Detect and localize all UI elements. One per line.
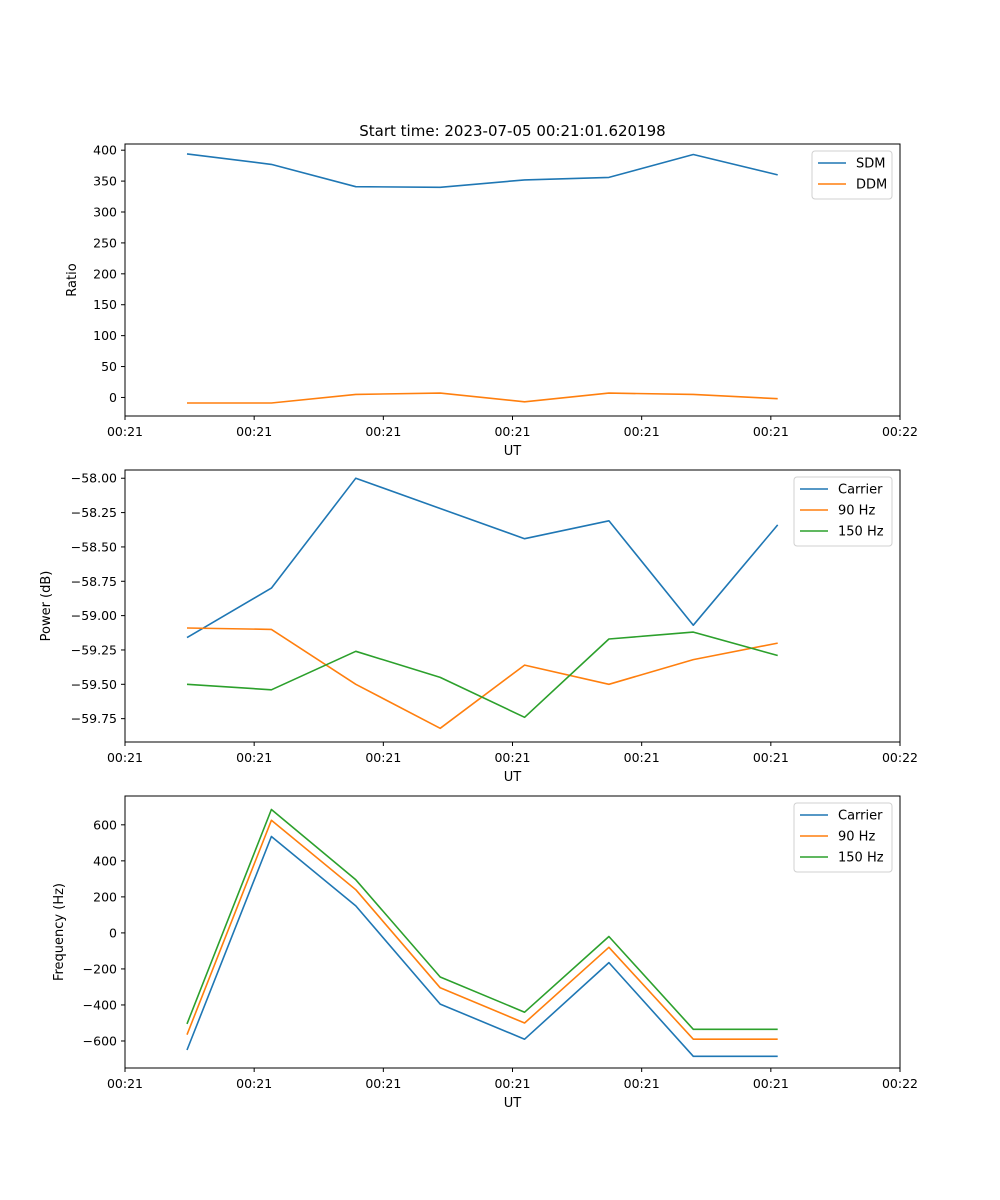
y-tick-label: 50	[101, 359, 117, 374]
plot-area	[124, 469, 901, 743]
legend-entry: 90 Hz	[838, 504, 875, 519]
legend-entry: DDM	[856, 178, 887, 193]
legend-entry: 150 Hz	[838, 525, 884, 540]
x-axis-label: UT	[504, 770, 522, 785]
y-tick-label: 250	[93, 235, 117, 250]
series-line-carrier	[186, 477, 779, 639]
x-tick-label: 00:22	[882, 750, 918, 765]
x-tick-label: 00:21	[624, 1076, 660, 1091]
legend-box	[793, 476, 893, 547]
y-tick-label: −59.25	[71, 642, 117, 657]
subplot-2: 00:21 00:21 00:21 00:21 00:21 00:21 00:22 −58.0…	[39, 469, 918, 785]
x-axis-label: UT	[504, 1096, 522, 1111]
x-tick-label: 00:21	[236, 750, 272, 765]
y-tick-label: −58.50	[71, 539, 117, 554]
x-tick-label: 00:21	[365, 424, 401, 439]
legend-entry: SDM	[856, 157, 885, 172]
legend: Carrier 90 Hz 150 Hz	[793, 476, 893, 547]
x-tick-label: 00:21	[107, 424, 143, 439]
y-tick-label: 150	[93, 297, 117, 312]
legend-box	[793, 802, 893, 873]
y-tick-label: 400	[93, 853, 117, 868]
x-tick-label: 00:21	[236, 1076, 272, 1091]
y-tick-label: 600	[93, 817, 117, 832]
x-tick-label: 00:21	[624, 750, 660, 765]
x-tick-label: 00:21	[236, 424, 272, 439]
x-tick-label: 00:21	[753, 424, 789, 439]
subplot-1: Start time: 2023-07-05 00:21:01.62019800…	[65, 122, 918, 459]
plot-area	[124, 795, 901, 1069]
series-line-150-hz	[186, 808, 778, 1031]
series-line-ddm	[187, 392, 778, 404]
y-tick-label: 0	[109, 390, 117, 405]
x-tick-label: 00:22	[882, 1076, 918, 1091]
y-tick-label: −600	[83, 1033, 117, 1048]
legend-entry: 150 Hz	[838, 851, 884, 866]
legend-entry: 90 Hz	[838, 830, 875, 845]
y-tick-label: 0	[109, 925, 117, 940]
y-tick-label: 400	[93, 143, 117, 158]
y-tick-label: −200	[83, 961, 117, 976]
series-line-sdm	[186, 153, 778, 189]
legend-entry: Carrier	[838, 809, 883, 824]
plot-area	[124, 143, 901, 417]
x-tick-label: 00:21	[753, 1076, 789, 1091]
y-tick-label: −58.75	[71, 574, 117, 589]
x-tick-label: 00:21	[624, 424, 660, 439]
y-tick-label: 350	[93, 174, 117, 189]
x-tick-label: 00:21	[494, 424, 530, 439]
x-tick-label: 00:21	[494, 1076, 530, 1091]
y-tick-label: −58.25	[71, 505, 117, 520]
y-tick-label: −400	[83, 997, 117, 1012]
x-tick-label: 00:21	[107, 1076, 143, 1091]
series-line-90-hz	[186, 819, 778, 1040]
y-tick-label: −58.00	[71, 471, 117, 486]
x-tick-label: 00:22	[882, 424, 918, 439]
y-tick-label: 200	[93, 266, 117, 281]
x-tick-label: 00:21	[107, 750, 143, 765]
series-line-carrier	[186, 835, 778, 1058]
legend-entry: Carrier	[838, 483, 883, 498]
subplot-3: 00:21 00:21 00:21 00:21 00:21 00:21 00:22 −600 −…	[52, 795, 918, 1111]
x-tick-label: 00:21	[494, 750, 530, 765]
series-line-150-hz	[186, 631, 778, 719]
y-tick-label: −59.75	[71, 711, 117, 726]
x-tick-label: 00:21	[753, 750, 789, 765]
legend: Carrier 90 Hz 150 Hz	[793, 802, 893, 873]
y-tick-label: 200	[93, 889, 117, 904]
y-tick-label: 100	[93, 328, 117, 343]
y-axis-label: Ratio	[65, 263, 80, 296]
legend: SDM DDM	[811, 150, 893, 200]
y-tick-label: −59.50	[71, 677, 117, 692]
chart-title: Start time: 2023-07-05 00:21:01.620198	[359, 122, 665, 140]
y-tick-label: −59.00	[71, 608, 117, 623]
y-axis-label: Power (dB)	[39, 571, 54, 642]
y-tick-label: 300	[93, 205, 117, 220]
x-tick-label: 00:21	[365, 1076, 401, 1091]
y-axis-label: Frequency (Hz)	[52, 883, 67, 981]
x-tick-label: 00:21	[365, 750, 401, 765]
x-axis-label: UT	[504, 444, 522, 459]
